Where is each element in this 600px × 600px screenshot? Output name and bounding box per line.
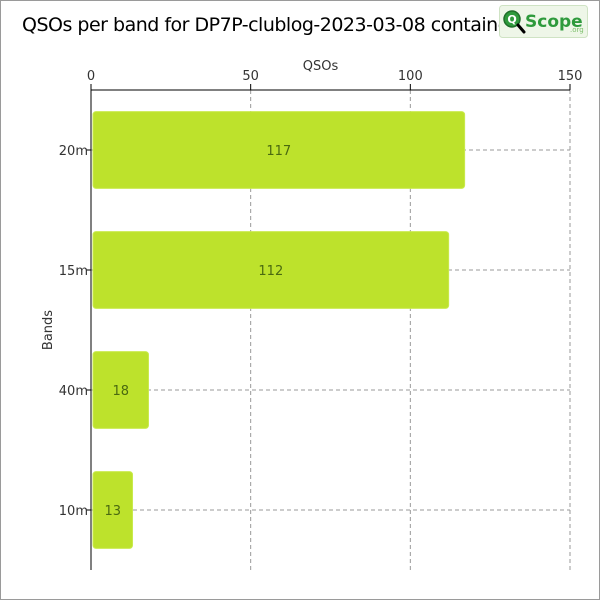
logo-suffix: .org [570, 26, 584, 34]
bar-10m [92, 471, 134, 549]
bar-20m [92, 111, 466, 189]
bar-value-label-20m: 117 [266, 144, 291, 159]
logo-q: Q [507, 13, 516, 26]
bar-value-label-15m: 112 [258, 264, 283, 279]
y-tick-label-40m: 40m [59, 384, 88, 399]
x-tick-label-0: 0 [87, 69, 95, 84]
y-axis-label: Bands [41, 310, 56, 350]
x-axis-label: QSOs [303, 59, 339, 74]
y-tick-label-20m: 20m [59, 144, 88, 159]
qscope-logo: Q Scope .org [499, 5, 588, 38]
chart-title: QSOs per band for DP7P-clublog-2023-03-0… [22, 14, 521, 36]
bar-value-label-10m: 13 [104, 504, 121, 519]
y-tick-label-15m: 15m [59, 264, 88, 279]
x-tick-label-1: 50 [242, 69, 259, 84]
x-tick-label-3: 150 [558, 69, 583, 84]
y-tick-label-10m: 10m [59, 504, 88, 519]
bar-15m [92, 231, 450, 309]
bar-value-label-40m: 18 [112, 384, 129, 399]
x-tick-label-2: 100 [398, 69, 423, 84]
logo-text: Scope [525, 12, 583, 32]
bar-40m [92, 351, 149, 429]
